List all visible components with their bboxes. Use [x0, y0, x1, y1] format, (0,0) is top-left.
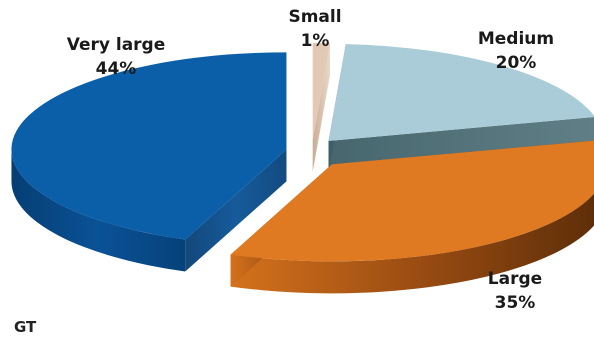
pie-slice-top	[312, 42, 330, 140]
pie-slice-top	[11, 52, 287, 240]
slice-label-name: Very large	[67, 35, 166, 55]
slice-label-name: Large	[488, 269, 542, 289]
slice-label-value: 35%	[495, 293, 536, 313]
pie-slice-top	[230, 140, 594, 262]
slice-label-value: 44%	[96, 59, 137, 79]
pie-slice-small	[312, 42, 330, 172]
slice-label-value: 20%	[496, 53, 537, 73]
pie-slices	[11, 42, 594, 294]
pie-slice-large	[230, 140, 594, 294]
pie-slice-side	[230, 193, 594, 294]
slice-label-value: 1%	[301, 31, 330, 51]
pie-slice-side	[11, 149, 186, 272]
pie-slice-wall	[185, 149, 287, 272]
pie-slice-wall	[312, 43, 330, 172]
pie-slice-very-large	[11, 52, 287, 272]
slice-label-name: Small	[288, 7, 341, 27]
pie-labels: Small 1% Medium 20% Large 35% Very large 44%	[67, 7, 554, 313]
source-note: GT	[14, 318, 37, 336]
slice-label-name: Medium	[478, 29, 554, 49]
pie-slice-top	[328, 44, 594, 141]
